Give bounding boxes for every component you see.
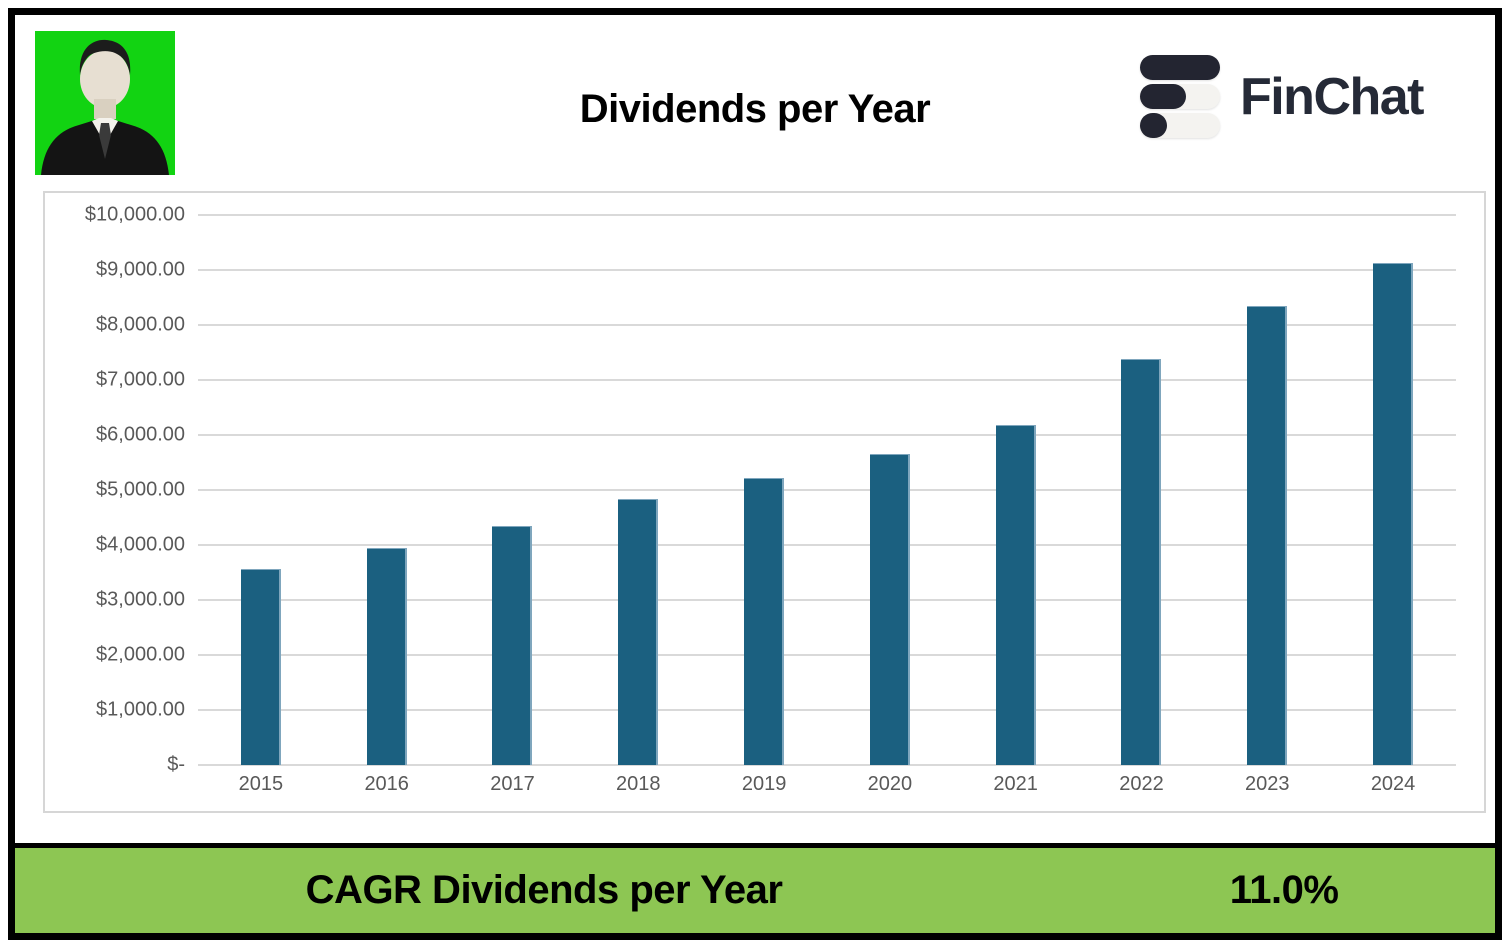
x-tick-label: 2016 [364, 773, 409, 795]
y-tick-label: $1,000.00 [96, 698, 185, 721]
gridline [198, 489, 1456, 491]
x-tick-label: 2020 [867, 773, 913, 795]
bar-slot [701, 215, 827, 765]
bar-slot [198, 215, 324, 765]
chart-panel: $10,000.00 $9,000.00 $8,000.00 $7,000.00 $6,… [43, 191, 1486, 813]
logo-bar-middle [1139, 84, 1220, 109]
x-tick-label: 2015 [238, 773, 284, 795]
page-title: Dividends per Year [579, 87, 931, 131]
cagr-band: CAGR Dividends per Year 11.0% [15, 843, 1495, 933]
finchat-logo-text: FinChat [1239, 67, 1425, 126]
y-tick-label: $9,000.00 [96, 258, 185, 281]
bar-2018 [618, 498, 659, 765]
portrait-avatar [35, 31, 175, 175]
bar-slot [450, 215, 576, 765]
x-tick-label: 2021 [993, 773, 1038, 795]
bar-slot [575, 215, 701, 765]
x-tick-label: 2017 [490, 773, 535, 795]
cagr-label: CAGR Dividends per Year [305, 868, 783, 912]
x-axis-labels: 2015 2016 2017 2018 2019 2020 2021 2022 2023 2024 [198, 773, 1456, 796]
y-tick-label: $6,000.00 [96, 423, 185, 446]
y-tick-label: $5,000.00 [96, 478, 185, 501]
logo-bar-bottom [1139, 113, 1220, 138]
y-tick-label: $- [167, 753, 185, 776]
x-tick-label: 2024 [1370, 773, 1416, 795]
y-tick-label: $3,000.00 [96, 588, 185, 611]
logo-bar-top [1139, 55, 1220, 80]
cagr-label-cell: CAGR Dividends per Year [15, 868, 1073, 913]
y-tick-label: $8,000.00 [96, 313, 185, 336]
gridline [198, 709, 1456, 711]
gridline [198, 654, 1456, 656]
finchat-logo: FinChat [1139, 55, 1425, 138]
y-tick-label: $4,000.00 [96, 533, 185, 556]
gridline [198, 544, 1456, 546]
bar-2015 [240, 568, 281, 765]
gridline [198, 764, 1456, 766]
x-tick-label: 2023 [1245, 773, 1290, 795]
cagr-value-cell: 11.0% [1073, 868, 1495, 913]
x-tick-label: 2022 [1119, 773, 1164, 795]
gridline [198, 379, 1456, 381]
portrait-avatar-illustration [41, 39, 169, 175]
bar-2017 [492, 526, 533, 765]
bar-slot [827, 215, 953, 765]
bar-2019 [744, 477, 785, 765]
y-tick-label: $10,000.00 [84, 203, 185, 226]
bar-slot [1330, 215, 1456, 765]
cagr-value: 11.0% [1229, 868, 1339, 912]
bar-slot [953, 215, 1079, 765]
bar-2020 [869, 453, 910, 765]
outer-frame: Dividends per Year FinChat $10,000.00 $9,… [8, 8, 1502, 940]
bar-2022 [1121, 359, 1162, 765]
bar-2023 [1247, 306, 1288, 765]
bars [198, 215, 1456, 765]
x-tick-label: 2018 [616, 773, 661, 795]
finchat-logo-icon [1139, 55, 1220, 138]
bar-2024 [1373, 262, 1414, 765]
y-tick-label: $7,000.00 [96, 368, 185, 391]
bar-slot [324, 215, 450, 765]
plot-area: $10,000.00 $9,000.00 $8,000.00 $7,000.00 $6,… [85, 204, 1456, 795]
bar-slot [1079, 215, 1205, 765]
y-tick-label: $2,000.00 [96, 643, 185, 666]
bar-2021 [995, 424, 1036, 765]
gridline [198, 214, 1456, 216]
bar-slot [1204, 215, 1330, 765]
gridline [198, 269, 1456, 271]
gridline [198, 434, 1456, 436]
bar-2016 [366, 548, 407, 765]
x-tick-label: 2019 [741, 773, 787, 795]
gridline [198, 324, 1456, 326]
gridline [198, 599, 1456, 601]
